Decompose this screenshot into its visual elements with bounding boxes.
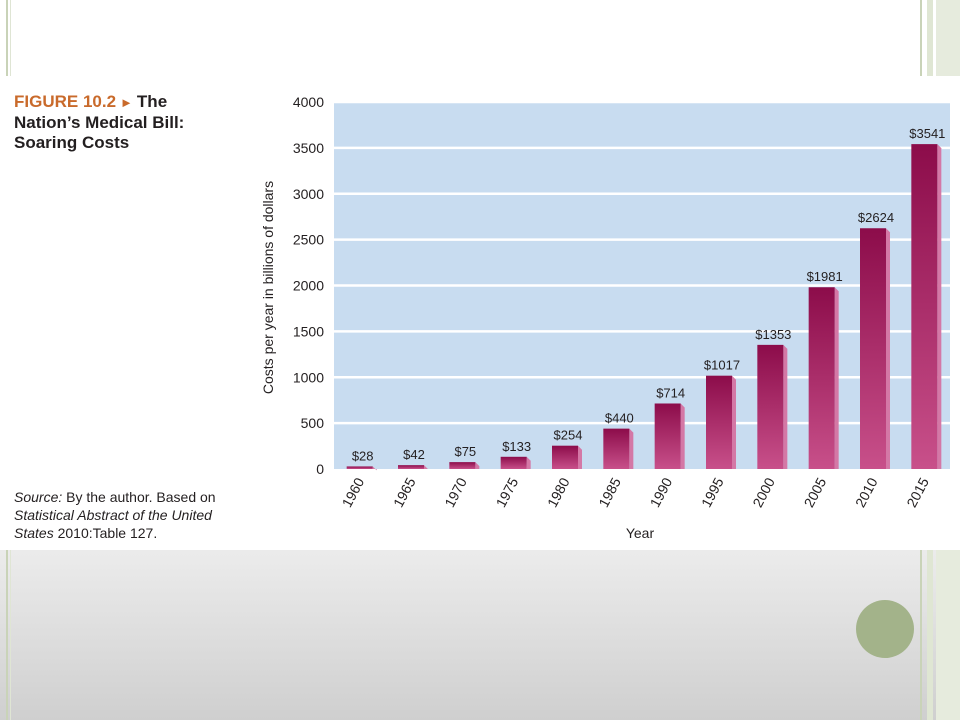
bar-data-label: $133 [502,439,531,454]
bar-data-label: $42 [403,447,425,462]
figure-caption: FIGURE 10.2 ► The Nation’s Medical Bill: S… [14,92,224,153]
source-text-2: 2010:Table 127. [57,525,158,541]
x-tick-label: 1970 [441,475,470,510]
bar [552,445,578,469]
bar [654,403,681,469]
y-tick-label: 0 [316,461,324,477]
bar-data-label: $28 [352,448,374,463]
x-tick-label: 1975 [493,475,522,510]
bar-data-label: $254 [554,428,583,443]
bar [808,287,835,469]
figure-title: The Nation’s Medical Bill: Soaring Costs [14,92,185,152]
y-tick-label: 3000 [293,186,324,202]
bar-data-label: $1017 [704,358,740,373]
bar-side [680,403,685,469]
figure-source: Source: By the author. Based on Statisti… [14,488,244,542]
x-axis-title: Year [626,525,655,541]
x-tick-label: 2015 [903,475,932,510]
y-axis-title: Costs per year in billions of dollars [260,181,276,394]
x-tick-label: 2000 [749,475,778,510]
bar-side [783,344,788,469]
bar-side [475,462,480,469]
bar [860,228,886,469]
bar-data-label: $2624 [858,210,894,225]
bar-side [578,445,582,469]
y-tick-label: 1500 [293,323,324,339]
y-tick-label: 4000 [293,94,324,110]
bar [757,344,784,469]
next-slide-button[interactable] [856,600,914,658]
bar-data-label: $714 [656,385,685,400]
source-label: Source: [14,489,63,505]
bar-side [424,465,428,470]
x-tick-label: 2005 [801,475,830,510]
bar [449,462,476,469]
y-tick-label: 2000 [293,278,324,294]
bar-data-label: $75 [454,444,476,459]
bar [603,428,630,469]
gridlines [334,100,950,425]
y-axis-ticks: 0 500 1000 1500 2000 2500 3000 3500 4000 [293,94,324,477]
x-tick-label: 1965 [390,475,419,510]
x-tick-label: 2010 [852,475,881,510]
bar [706,375,732,469]
source-italic: Statistical Abstract of the United State… [14,507,212,541]
bar [398,465,424,469]
bar-data-label: $440 [605,411,634,426]
bar-side [732,375,736,469]
bars [346,144,942,471]
caption-arrow-icon: ► [120,95,133,110]
bar-data-label: $3541 [909,126,945,141]
bar [346,466,373,469]
bar [500,456,527,469]
bar-side [372,466,377,471]
x-tick-label: 1960 [339,475,368,510]
y-tick-label: 3500 [293,140,324,156]
source-text-1: By the author. Based on [66,489,216,505]
bar-side [937,144,942,469]
data-labels: $28 $42 $75 $133 $254 $440 $714 $1017 $1353 $1981… [352,126,946,463]
bar-data-label: $1353 [755,327,791,342]
bar-data-label: $1981 [807,269,843,284]
bar-side [886,228,890,469]
x-tick-label: 1990 [647,475,676,510]
x-tick-label: 1985 [595,475,624,510]
x-tick-label: 1995 [698,475,727,510]
y-tick-label: 2500 [293,232,324,248]
x-tick-label: 1980 [544,475,573,510]
bar-side [629,428,634,469]
y-tick-label: 500 [301,415,325,431]
y-tick-label: 1000 [293,369,324,385]
x-axis-ticks: 1960 1965 1970 1975 1980 1985 1990 1995 2000 2005… [339,475,933,510]
bar [911,144,938,469]
bar-side [834,287,839,469]
figure-label: FIGURE 10.2 [14,92,117,111]
bar-side [526,456,531,469]
